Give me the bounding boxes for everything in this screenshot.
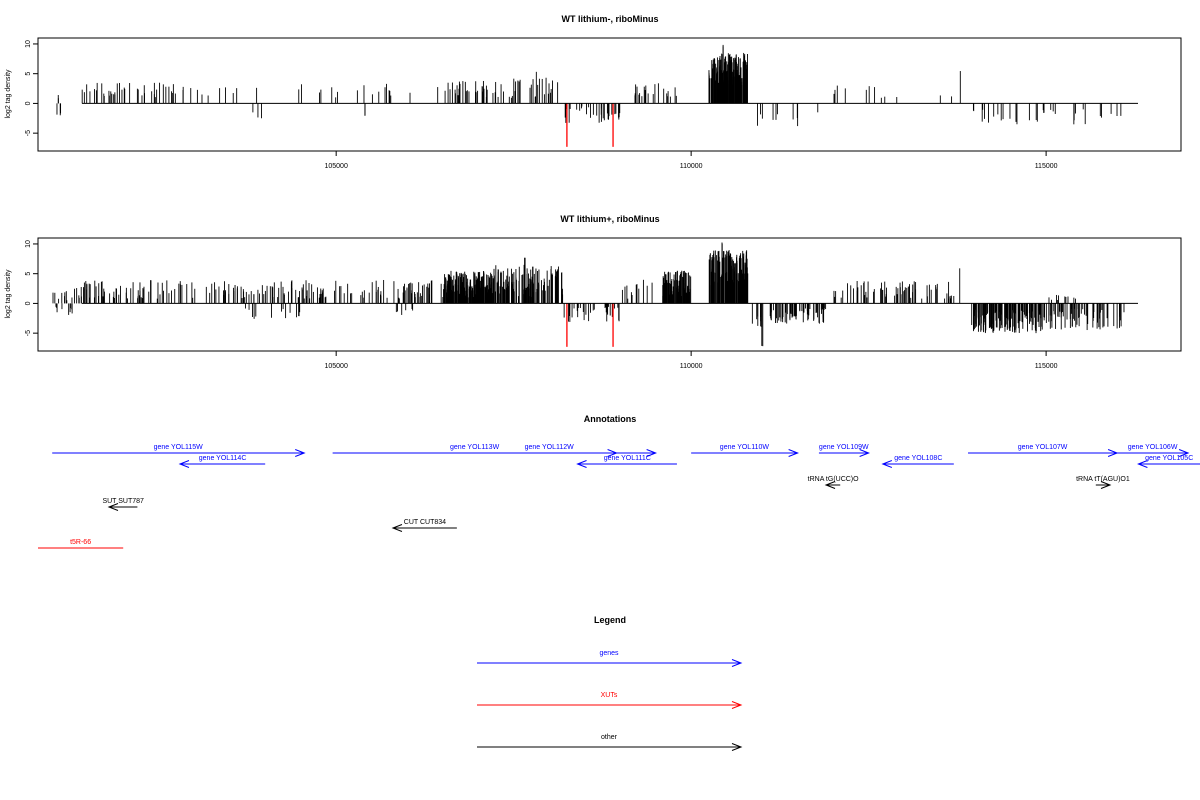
legend-label: genes [599,650,619,657]
feature-trna-tg-ucc-o: tRNA tG(UCC)O [808,476,860,489]
y-tick-label: -5 [25,130,32,136]
annotations-title: Annotations [584,414,637,424]
y-tick-label: -5 [25,330,32,336]
legend: Legend genes XUTs other [477,615,743,751]
arrow-head [646,449,658,457]
feature-label: CUT CUT834 [404,519,446,526]
y-tick-label: 10 [25,240,32,248]
plot-frame [37,237,1182,352]
feature-label: gene YOL115W [154,444,204,451]
feature-label: gene YOL112W [525,444,575,451]
legend-label: XUTs [601,692,618,699]
legend-item-xuts: XUTs [477,692,743,709]
y-ticks: -5 0 5 10 [25,240,38,336]
arrow-head [107,503,119,511]
feature-gene-yol110w: gene YOL110W [691,444,800,457]
panel-lithium-minus: WT lithium-, riboMinus log2 tag density … [5,14,1182,170]
feature-gene-yol115w: gene YOL115W [52,444,306,457]
plot-frame [37,37,1182,152]
feature-sut-sut787: SUT SUT787 [102,498,144,511]
x-tick-label: 105000 [324,363,347,370]
legend-label: other [601,734,618,741]
y-axis-label: log2 tag density [5,69,12,119]
y-tick-label: 10 [25,40,32,48]
legend-item-other: other [477,734,743,751]
arrow-head [881,460,893,468]
feature-label: gene YOL111C [604,455,651,462]
y-axis-label: log2 tag density [5,269,12,319]
y-tick-label: 5 [25,72,32,76]
panel-lithium-plus: WT lithium+, riboMinus log2 tag density … [5,214,1182,370]
legend-item-genes: genes [477,650,743,667]
feature-trna-tt-agu-o1: tRNA tT(AGU)O1 [1076,476,1130,489]
legend-title: Legend [594,615,626,625]
feature-label: tRNA tG(UCC)O [808,476,860,483]
arrow-head [859,449,871,457]
y-ticks: -5 0 5 10 [25,40,38,136]
arrow-head [178,460,190,468]
x-tick-label: 115000 [1035,363,1058,370]
feature-label: gene YOL105C [1145,455,1193,462]
x-ticks: 105000 110000 115000 [324,151,1058,170]
annotation-features: gene YOL115W gene YOL114C gene YOL113W gene… [38,444,1200,549]
feature-gene-yol106w: gene YOL106W [1117,444,1190,457]
feature-gene-yol111c: gene YOL111C [576,455,677,468]
feature-label: tRNA tT(AGU)O1 [1076,476,1130,483]
feature-gene-yol112w: gene YOL112W [442,444,658,457]
feature-label: gene YOL109W [819,444,869,451]
feature-label: gene YOL106W [1128,444,1178,451]
arrow-head [731,743,743,751]
x-tick-label: 110000 [680,363,703,370]
feature-gene-yol105c: gene YOL105C [1137,455,1200,468]
y-tick-label: 5 [25,272,32,276]
feature-label: gene YOL107W [1018,444,1068,451]
feature-gene-yol113w: gene YOL113W [332,444,618,457]
feature-label: SUT SUT787 [102,498,144,505]
y-tick-label: 0 [25,301,32,305]
legend-items: genes XUTs other [477,650,743,751]
feature-gene-yol109w: gene YOL109W [818,444,871,457]
arrow-head [1100,481,1112,489]
feature-label: t5R-66 [70,539,91,546]
x-tick-label: 105000 [324,163,347,170]
bars [52,242,1125,347]
x-tick-label: 110000 [680,163,703,170]
feature-label: gene YOL113W [450,444,500,451]
y-tick-label: 0 [25,101,32,105]
arrow-head [391,524,403,532]
arrow-head [731,701,743,709]
arrow-head [1137,460,1148,468]
feature-label: gene YOL114C [199,455,247,462]
feature-cut-cut834: CUT CUT834 [391,519,457,532]
panel-title: WT lithium+, riboMinus [560,214,659,224]
arrow-head [824,481,836,489]
x-tick-label: 115000 [1035,163,1058,170]
feature-label: gene YOL108C [894,455,942,462]
panel-title: WT lithium-, riboMinus [562,14,659,24]
arrow-head [788,449,800,457]
feature-gene-yol114c: gene YOL114C [178,455,266,468]
feature-gene-yol108c: gene YOL108C [881,455,954,468]
arrow-head [731,659,743,667]
feature-gene-yol107w: gene YOL107W [968,444,1119,457]
arrow-head [576,460,587,468]
arrow-head [295,449,306,457]
arrow-head [1178,449,1190,457]
x-ticks: 105000 110000 115000 [324,351,1058,370]
bars [56,44,1122,147]
feature-t5r-66: t5R-66 [38,539,124,549]
feature-label: gene YOL110W [720,444,770,451]
